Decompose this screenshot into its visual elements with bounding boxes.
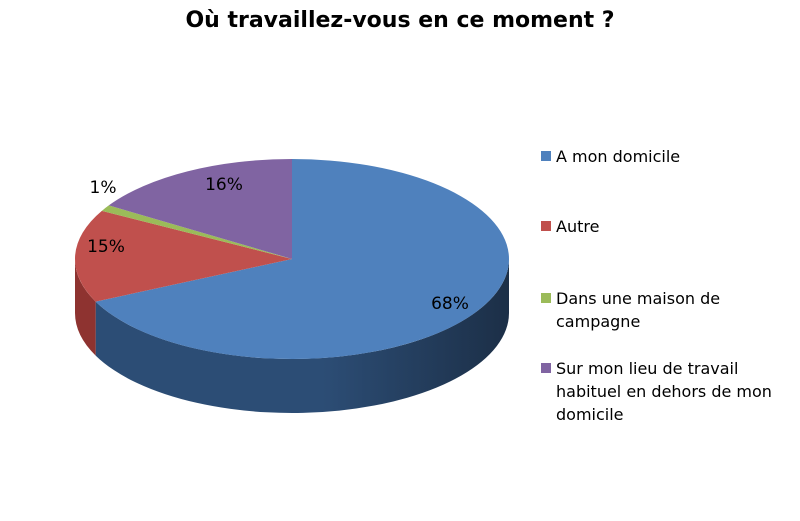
pie-labels: 68% 15% 1% 16% <box>87 175 469 314</box>
pie-sides <box>75 259 509 414</box>
legend-swatch <box>541 293 551 303</box>
pie-slice-autre <box>74 210 292 302</box>
legend-label: Autre <box>556 217 600 236</box>
pie-slice-sur-mon-lieu-de-travail-habituel-en-dehors-de-mon-domicile <box>108 159 292 259</box>
legend-item-autre: Autre <box>541 215 797 238</box>
data-label-a-mon-domicile: 68% <box>431 294 469 314</box>
legend-swatch <box>541 151 551 161</box>
legend-item-a-mon-domicile: A mon domicile <box>541 145 797 168</box>
legend-item-maison-de-campagne: Dans une maison de campagne <box>541 287 797 333</box>
legend-swatch <box>541 221 551 231</box>
legend-label: Sur mon lieu de travail habituel en deho… <box>556 359 772 424</box>
data-label-sur-mon-lieu-de-travail-habituel-en-dehors-de-mon-domicile: 16% <box>205 175 243 195</box>
data-label-autre: 15% <box>87 237 125 257</box>
pie-side-autre <box>75 259 96 356</box>
pie-side-a-mon-domicile <box>95 259 509 414</box>
pie-slice-a-mon-domicile <box>95 159 509 359</box>
pie-slice-dans-une-maison-de-campagne <box>101 205 292 259</box>
legend-item-lieu-de-travail: Sur mon lieu de travail habituel en deho… <box>541 357 797 426</box>
legend-swatch <box>541 363 551 373</box>
legend-label: A mon domicile <box>556 147 681 166</box>
chart-title: Où travaillez-vous en ce moment ? <box>185 8 615 33</box>
pie-tops <box>74 159 509 359</box>
legend-label: Dans une maison de campagne <box>556 289 721 331</box>
data-label-dans-une-maison-de-campagne: 1% <box>90 178 117 198</box>
